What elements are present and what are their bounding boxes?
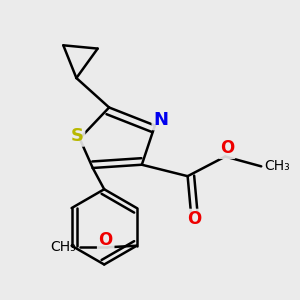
Text: O: O [99,231,113,249]
Text: N: N [153,111,168,129]
Text: O: O [187,210,201,228]
Text: S: S [70,127,83,145]
Text: CH₃: CH₃ [265,159,290,173]
Text: O: O [220,140,234,158]
Text: CH₃: CH₃ [50,240,76,254]
